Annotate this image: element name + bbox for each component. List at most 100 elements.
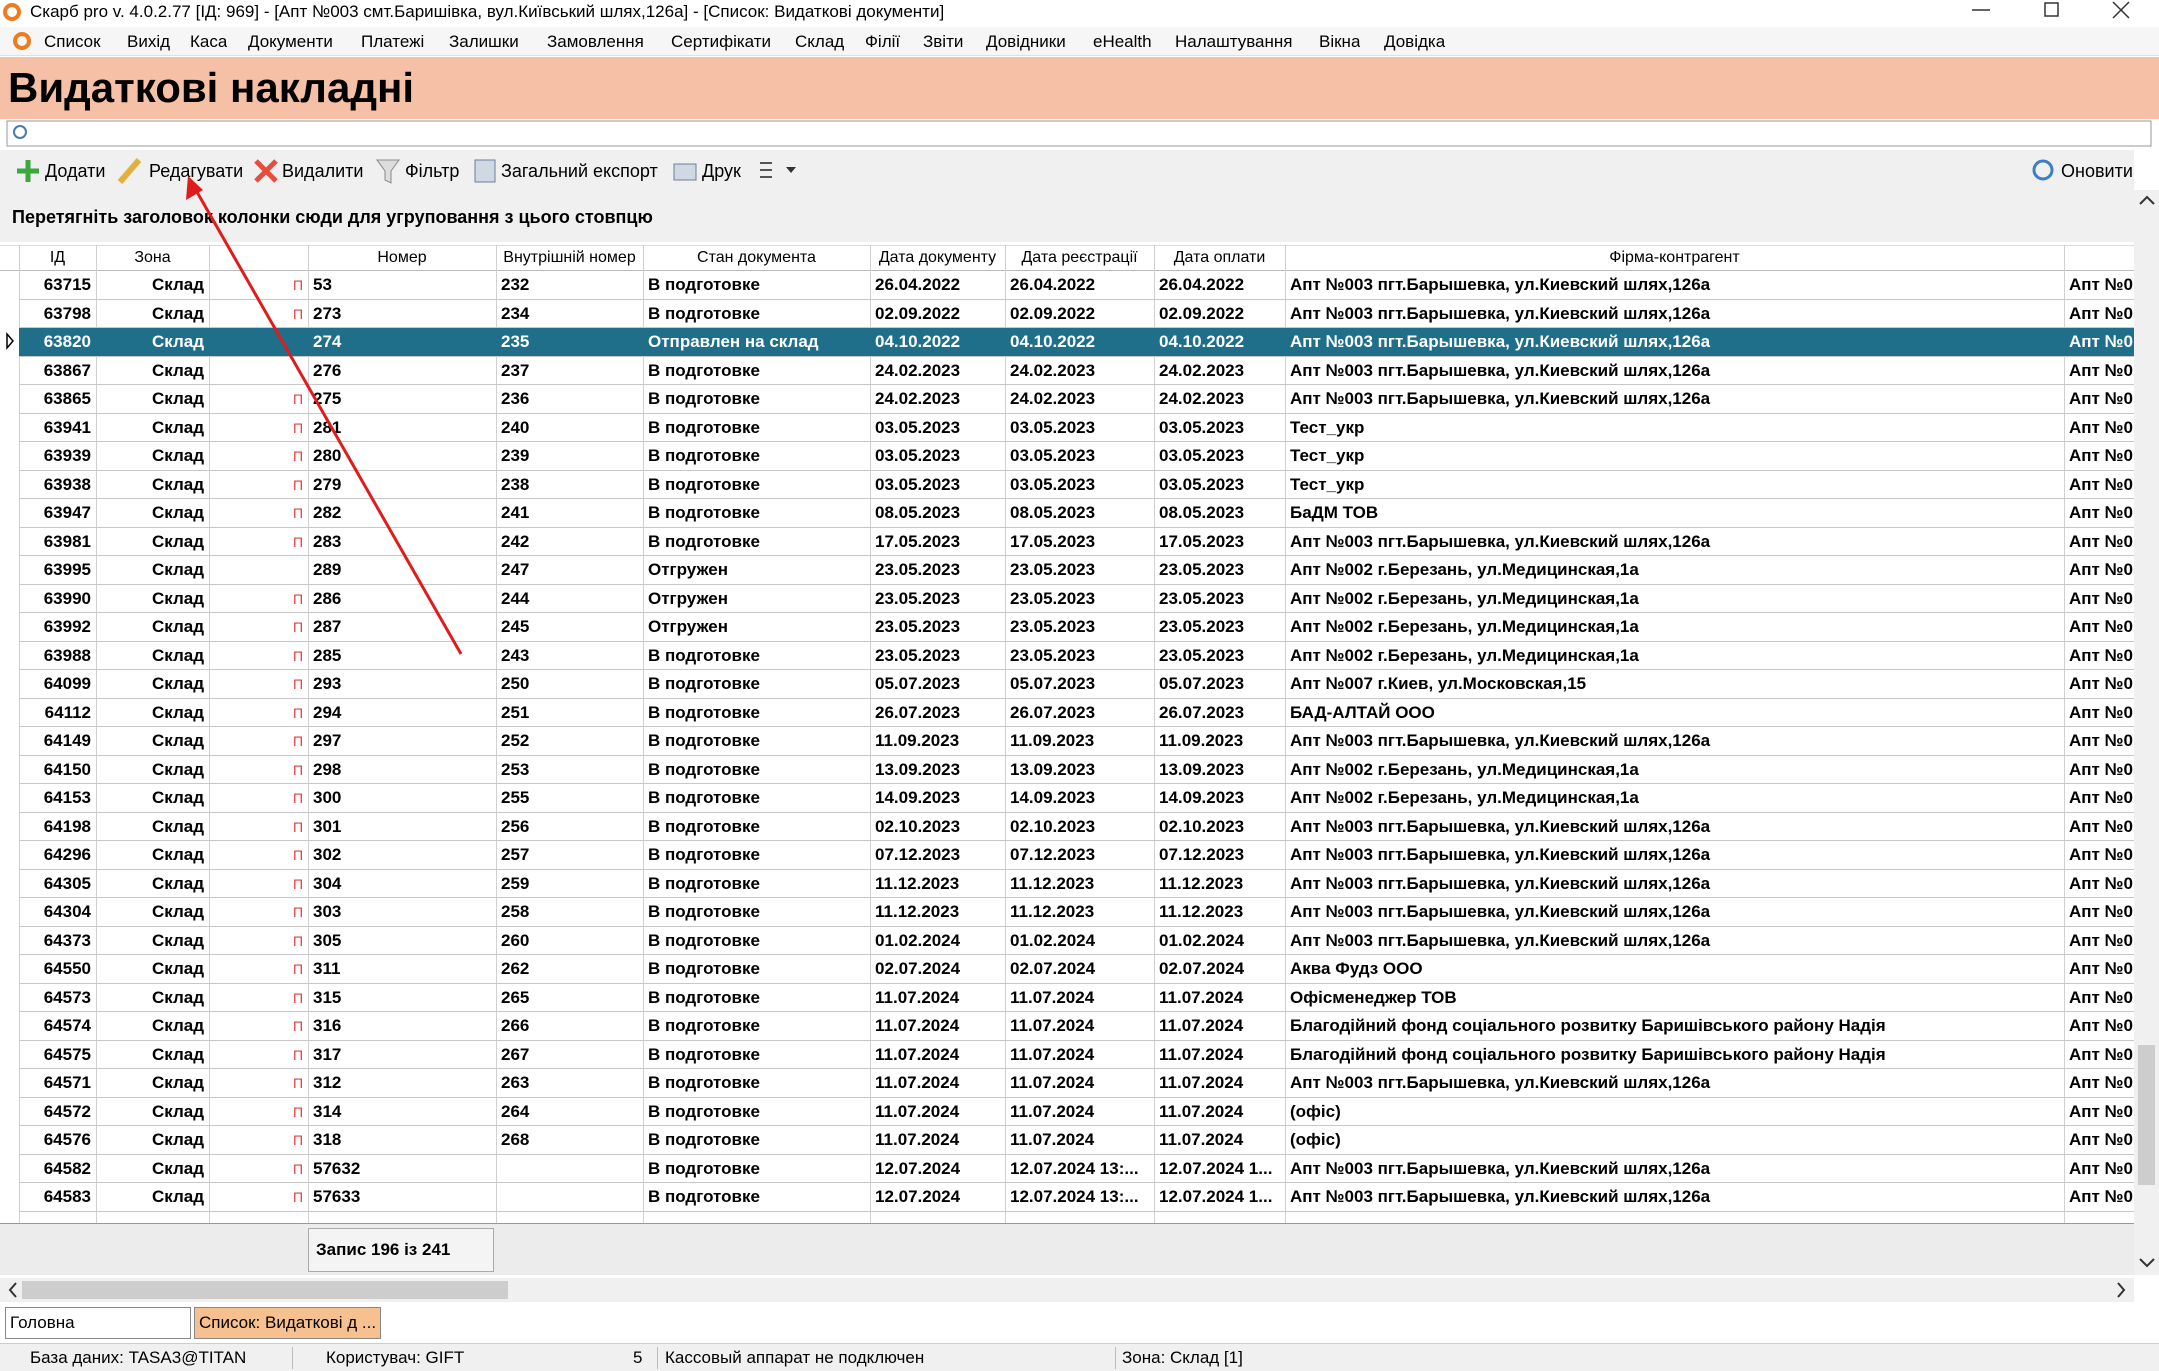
table-cell: 23.05.2023 bbox=[875, 645, 961, 665]
table-cell: 64572 bbox=[43, 1101, 91, 1121]
column-header[interactable]: Фірма-контрагент bbox=[1609, 249, 1740, 266]
column-divider bbox=[1005, 245, 1006, 1223]
column-header[interactable]: Дата реєстрації bbox=[1021, 249, 1138, 266]
menu-item[interactable]: Вікна bbox=[1319, 32, 1361, 51]
table-row[interactable] bbox=[19, 898, 2134, 927]
table-row[interactable] bbox=[19, 813, 2134, 841]
toolbar-button[interactable]: Друк bbox=[702, 161, 741, 181]
v-scroll-thumb[interactable] bbox=[2138, 1045, 2155, 1185]
table-cell: Склад bbox=[151, 1073, 204, 1092]
table-row[interactable] bbox=[19, 271, 2134, 300]
table-row[interactable] bbox=[19, 841, 2134, 870]
table-cell: Апт №0 bbox=[2069, 930, 2133, 950]
table-cell: Апт №002 г.Березань, ул.Медицинская,1а bbox=[1290, 759, 1639, 779]
table-cell: 247 bbox=[501, 560, 530, 579]
table-row[interactable] bbox=[19, 300, 2134, 328]
table-row[interactable] bbox=[19, 357, 2134, 385]
table-cell: Апт №003 пгт.Барышевка, ул.Киевский шлях… bbox=[1290, 902, 1711, 921]
table-cell: 294 bbox=[313, 702, 342, 722]
table-row[interactable] bbox=[19, 642, 2134, 670]
menu-item[interactable]: Довідники bbox=[986, 32, 1066, 51]
menu-item[interactable]: Залишки bbox=[449, 32, 519, 51]
table-cell: 03.05.2023 bbox=[875, 417, 961, 437]
menu-item[interactable]: Замовлення bbox=[547, 32, 644, 51]
table-row[interactable] bbox=[19, 385, 2134, 414]
toolbar-button[interactable]: Додати bbox=[45, 161, 106, 181]
window-title: Скарб pro v. 4.0.2.77 [ІД: 969] - [Апт №… bbox=[30, 2, 945, 21]
menu-item[interactable]: Звіти bbox=[923, 32, 964, 51]
column-header[interactable]: Дата документу bbox=[878, 249, 997, 266]
table-row[interactable] bbox=[19, 499, 2134, 528]
table-cell: В подготовке bbox=[648, 674, 760, 693]
table-row[interactable] bbox=[19, 1069, 2134, 1098]
menu-item[interactable]: Список bbox=[44, 32, 101, 51]
table-row[interactable] bbox=[19, 1126, 2134, 1155]
column-divider bbox=[643, 245, 644, 1223]
table-row[interactable] bbox=[19, 556, 2134, 585]
table-row[interactable] bbox=[19, 955, 2134, 984]
column-header[interactable]: Дата оплати bbox=[1173, 249, 1266, 266]
table-row[interactable] bbox=[19, 471, 2134, 499]
table-row[interactable] bbox=[19, 870, 2134, 898]
table-cell: Апт №002 г.Березань, ул.Медицинская,1а bbox=[1290, 617, 1639, 636]
table-row[interactable] bbox=[19, 699, 2134, 727]
table-cell: 64575 bbox=[43, 1044, 91, 1064]
status-flag: П bbox=[292, 704, 303, 721]
table-row[interactable] bbox=[19, 756, 2134, 784]
table-row[interactable] bbox=[19, 670, 2134, 699]
table-row[interactable] bbox=[19, 984, 2134, 1012]
table-row[interactable] bbox=[19, 585, 2134, 613]
table-row[interactable] bbox=[19, 1183, 2134, 1212]
table-cell: 63867 bbox=[43, 360, 91, 380]
refresh-button[interactable]: Оновити bbox=[2061, 161, 2133, 181]
table-cell: Склад bbox=[151, 1044, 204, 1064]
column-header[interactable]: ІД bbox=[49, 249, 66, 266]
table-cell: 243 bbox=[501, 645, 530, 665]
table-row[interactable] bbox=[19, 613, 2134, 642]
menu-item[interactable]: Сертифікати bbox=[671, 32, 772, 51]
menu-item[interactable]: Документи bbox=[248, 32, 333, 51]
table-cell: 259 bbox=[501, 873, 530, 893]
menu-item[interactable]: eHealth bbox=[1093, 32, 1152, 51]
tab[interactable]: Список: Видаткові д ... bbox=[194, 1307, 381, 1339]
table-cell: Склад bbox=[151, 303, 204, 323]
menu-item[interactable]: Каса bbox=[190, 32, 228, 51]
table-cell: 11.12.2023 bbox=[1010, 902, 1095, 921]
menu-item[interactable]: Вихід bbox=[127, 32, 171, 51]
table-row[interactable] bbox=[19, 1098, 2134, 1126]
column-header[interactable]: Номер bbox=[377, 249, 427, 266]
table-cell: Апт №0 bbox=[2069, 588, 2133, 608]
table-row[interactable] bbox=[19, 727, 2134, 756]
menu-item[interactable]: Довідка bbox=[1384, 32, 1446, 51]
table-row[interactable] bbox=[19, 784, 2134, 813]
h-scroll-thumb[interactable] bbox=[22, 1281, 508, 1299]
table-cell: Апт №0 bbox=[2069, 1044, 2133, 1064]
table-row[interactable] bbox=[19, 1155, 2134, 1183]
toolbar-button[interactable]: Редагувати bbox=[149, 161, 244, 181]
table-row[interactable] bbox=[19, 927, 2134, 955]
menu-item[interactable]: Налаштування bbox=[1175, 32, 1293, 51]
menu-item[interactable]: Філії bbox=[865, 32, 901, 51]
table-cell: 11.07.2024 bbox=[1010, 1073, 1095, 1092]
menu-item[interactable]: Платежі bbox=[361, 32, 425, 51]
menu-item[interactable]: Склад bbox=[795, 32, 845, 51]
table-row[interactable] bbox=[19, 1012, 2134, 1041]
table-row[interactable] bbox=[19, 442, 2134, 471]
toolbar-button[interactable]: Видалити bbox=[282, 161, 364, 181]
search-placeholder[interactable]: Поиск (Tab) bbox=[34, 124, 125, 143]
toolbar-button[interactable]: Фільтр bbox=[405, 161, 460, 181]
column-header[interactable]: Зона bbox=[134, 249, 171, 266]
table-row[interactable] bbox=[19, 414, 2134, 442]
search-box[interactable] bbox=[6, 120, 2152, 147]
tab[interactable]: Головна bbox=[5, 1307, 191, 1339]
table-cell: 63798 bbox=[43, 303, 91, 323]
column-header[interactable]: Внутрішній номер bbox=[503, 249, 636, 266]
column-header[interactable]: Стан документа bbox=[697, 249, 816, 266]
table-cell: В подготовке bbox=[648, 1130, 760, 1149]
table-cell: 04.10.2022 bbox=[875, 332, 961, 351]
table-cell: 63938 bbox=[43, 474, 91, 494]
table-row[interactable] bbox=[19, 1041, 2134, 1069]
toolbar-button[interactable]: Загальний експорт bbox=[501, 161, 658, 181]
table-cell: 13.09.2023 bbox=[1159, 759, 1245, 779]
table-row[interactable] bbox=[19, 528, 2134, 556]
